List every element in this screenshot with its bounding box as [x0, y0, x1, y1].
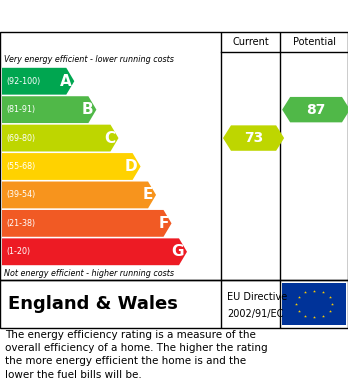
Text: 73: 73 [244, 131, 263, 145]
Text: Energy Efficiency Rating: Energy Efficiency Rating [8, 7, 237, 25]
Text: (69-80): (69-80) [6, 134, 35, 143]
Text: (92-100): (92-100) [6, 77, 40, 86]
Polygon shape [2, 153, 141, 180]
Text: (81-91): (81-91) [6, 105, 35, 114]
Text: A: A [60, 74, 71, 89]
Polygon shape [2, 210, 172, 237]
Polygon shape [2, 239, 187, 265]
Text: (1-20): (1-20) [6, 247, 30, 256]
Text: England & Wales: England & Wales [8, 295, 178, 313]
Text: B: B [82, 102, 93, 117]
Polygon shape [282, 97, 348, 122]
Polygon shape [2, 96, 96, 123]
Text: (21-38): (21-38) [6, 219, 35, 228]
Text: 87: 87 [306, 103, 326, 117]
Text: Not energy efficient - higher running costs: Not energy efficient - higher running co… [4, 269, 174, 278]
Text: F: F [158, 216, 168, 231]
Polygon shape [2, 68, 74, 95]
Text: D: D [125, 159, 137, 174]
Bar [282, 283, 346, 325]
Polygon shape [2, 181, 156, 208]
Text: (55-68): (55-68) [6, 162, 35, 171]
Text: Current: Current [232, 37, 269, 47]
Text: EU Directive: EU Directive [227, 292, 287, 302]
Text: E: E [143, 187, 153, 203]
Text: C: C [104, 131, 116, 145]
Text: Very energy efficient - lower running costs: Very energy efficient - lower running co… [4, 55, 174, 64]
Polygon shape [223, 126, 284, 151]
Text: 2002/91/EC: 2002/91/EC [227, 308, 283, 319]
Text: G: G [172, 244, 184, 259]
Text: (39-54): (39-54) [6, 190, 35, 199]
Text: The energy efficiency rating is a measure of the
overall efficiency of a home. T: The energy efficiency rating is a measur… [5, 330, 268, 380]
Text: Potential: Potential [293, 37, 335, 47]
Polygon shape [2, 125, 118, 151]
